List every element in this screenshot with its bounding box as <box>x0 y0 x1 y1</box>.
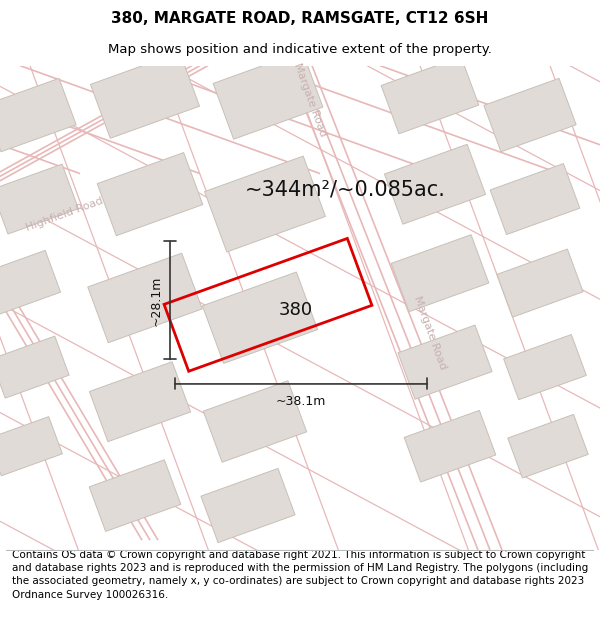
Polygon shape <box>201 468 295 542</box>
Polygon shape <box>385 144 485 224</box>
Polygon shape <box>202 272 317 363</box>
Text: ~28.1m: ~28.1m <box>149 275 163 326</box>
Polygon shape <box>0 78 76 152</box>
Polygon shape <box>391 235 489 312</box>
Polygon shape <box>490 164 580 234</box>
Polygon shape <box>503 334 586 400</box>
Polygon shape <box>484 78 576 152</box>
Polygon shape <box>0 417 62 476</box>
Text: Margate Road: Margate Road <box>292 62 328 138</box>
Polygon shape <box>97 152 203 236</box>
Polygon shape <box>213 51 323 139</box>
Polygon shape <box>89 460 181 531</box>
Polygon shape <box>508 414 588 478</box>
Polygon shape <box>398 325 492 399</box>
Polygon shape <box>0 336 69 398</box>
Text: Margate Road: Margate Road <box>412 294 448 371</box>
Polygon shape <box>89 362 191 442</box>
Polygon shape <box>205 156 325 252</box>
Polygon shape <box>497 249 583 317</box>
Polygon shape <box>88 253 202 343</box>
Polygon shape <box>0 251 61 316</box>
Polygon shape <box>203 381 307 462</box>
Text: ~38.1m: ~38.1m <box>276 395 326 408</box>
Text: 380: 380 <box>279 301 313 319</box>
Text: Contains OS data © Crown copyright and database right 2021. This information is : Contains OS data © Crown copyright and d… <box>12 550 588 599</box>
Text: ~344m²/~0.085ac.: ~344m²/~0.085ac. <box>245 179 446 199</box>
Polygon shape <box>404 411 496 482</box>
Text: 380, MARGATE ROAD, RAMSGATE, CT12 6SH: 380, MARGATE ROAD, RAMSGATE, CT12 6SH <box>112 11 488 26</box>
Text: Map shows position and indicative extent of the property.: Map shows position and indicative extent… <box>108 42 492 56</box>
Text: Highfield Road: Highfield Road <box>25 195 105 232</box>
Polygon shape <box>91 52 200 138</box>
Polygon shape <box>0 164 79 234</box>
Polygon shape <box>381 57 479 134</box>
